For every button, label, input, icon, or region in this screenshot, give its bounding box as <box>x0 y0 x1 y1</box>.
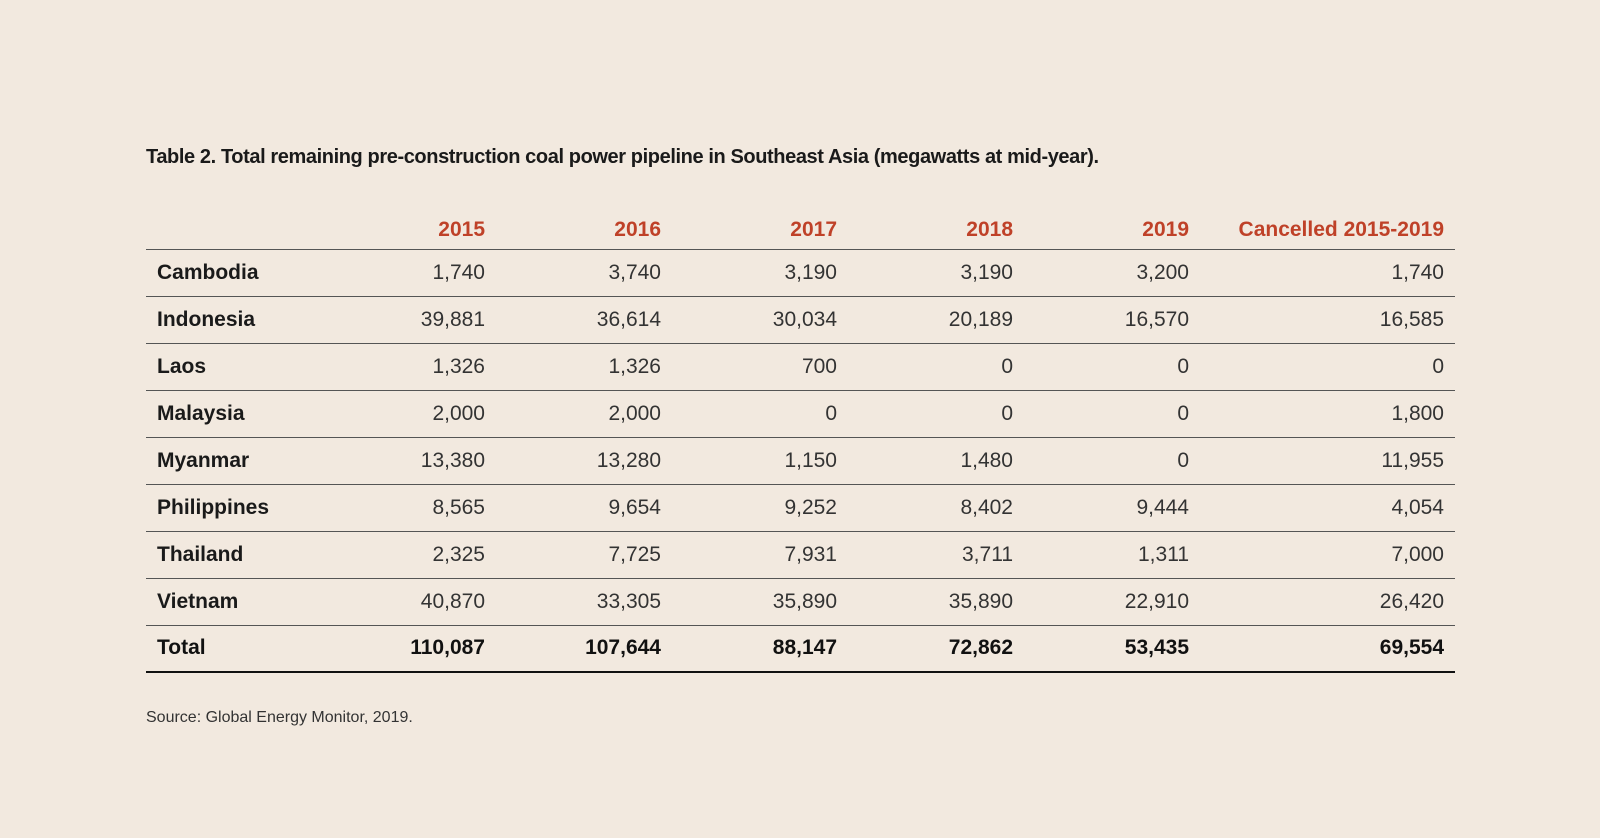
cell-value: 7,931 <box>672 531 848 579</box>
cell-value: 13,280 <box>496 437 672 485</box>
data-table: 2015 2016 2017 2018 2019 Cancelled 2015-2019 … <box>146 206 1455 673</box>
data-row: Laos 1,326 1,326 700 0 0 0 <box>146 343 1455 391</box>
cell-value: 107,644 <box>496 625 672 673</box>
cell-value: 1,800 <box>1200 390 1455 438</box>
row-label: Cambodia <box>146 249 321 297</box>
cell-value: 9,654 <box>496 484 672 532</box>
cell-value: 0 <box>1024 343 1200 391</box>
cell-value: 1,740 <box>1200 249 1455 297</box>
cell-value: 8,565 <box>321 484 496 532</box>
cell-value: 40,870 <box>321 578 496 626</box>
cell-value: 16,585 <box>1200 296 1455 344</box>
cell-value: 3,200 <box>1024 249 1200 297</box>
cell-value: 110,087 <box>321 625 496 673</box>
column-header: 2015 <box>321 206 496 250</box>
cell-value: 22,910 <box>1024 578 1200 626</box>
row-label: Malaysia <box>146 390 321 438</box>
cell-value: 0 <box>848 343 1024 391</box>
data-row: Thailand 2,325 7,725 7,931 3,711 1,311 7,000 <box>146 531 1455 579</box>
cell-value: 35,890 <box>672 578 848 626</box>
header-cell <box>146 206 321 250</box>
cell-value: 0 <box>1200 343 1455 391</box>
row-label: Laos <box>146 343 321 391</box>
cell-value: 3,740 <box>496 249 672 297</box>
data-row: Cambodia 1,740 3,740 3,190 3,190 3,200 1,740 <box>146 249 1455 297</box>
cell-value: 72,862 <box>848 625 1024 673</box>
column-header: 2016 <box>496 206 672 250</box>
cell-value: 2,000 <box>321 390 496 438</box>
row-label: Myanmar <box>146 437 321 485</box>
cell-value: 3,711 <box>848 531 1024 579</box>
data-row: Philippines 8,565 9,654 9,252 8,402 9,444 4,05… <box>146 484 1455 532</box>
header-row: 2015 2016 2017 2018 2019 Cancelled 2015-2019 <box>146 206 1455 250</box>
cell-value: 53,435 <box>1024 625 1200 673</box>
column-header: Cancelled 2015-2019 <box>1200 206 1455 250</box>
cell-value: 8,402 <box>848 484 1024 532</box>
column-header: 2017 <box>672 206 848 250</box>
row-label: Philippines <box>146 484 321 532</box>
data-row: Vietnam 40,870 33,305 35,890 35,890 22,910 26,… <box>146 578 1455 626</box>
cell-value: 35,890 <box>848 578 1024 626</box>
cell-value: 0 <box>1024 437 1200 485</box>
cell-value: 3,190 <box>672 249 848 297</box>
cell-value: 88,147 <box>672 625 848 673</box>
cell-value: 4,054 <box>1200 484 1455 532</box>
cell-value: 1,150 <box>672 437 848 485</box>
cell-value: 1,311 <box>1024 531 1200 579</box>
data-row: Malaysia 2,000 2,000 0 0 0 1,800 <box>146 390 1455 438</box>
cell-value: 39,881 <box>321 296 496 344</box>
cell-value: 16,570 <box>1024 296 1200 344</box>
cell-value: 3,190 <box>848 249 1024 297</box>
cell-value: 2,000 <box>496 390 672 438</box>
cell-value: 1,326 <box>321 343 496 391</box>
cell-value: 0 <box>1024 390 1200 438</box>
cell-value: 0 <box>672 390 848 438</box>
cell-value: 11,955 <box>1200 437 1455 485</box>
table-title: Table 2. Total remaining pre-constructio… <box>146 146 1099 168</box>
row-label: Indonesia <box>146 296 321 344</box>
source-note: Source: Global Energy Monitor, 2019. <box>146 709 413 726</box>
column-header: 2018 <box>848 206 1024 250</box>
cell-value: 1,326 <box>496 343 672 391</box>
row-label: Thailand <box>146 531 321 579</box>
cell-value: 7,725 <box>496 531 672 579</box>
cell-value: 9,444 <box>1024 484 1200 532</box>
total-row: Total 110,087 107,644 88,147 72,862 53,435 69,… <box>146 625 1455 673</box>
cell-value: 1,480 <box>848 437 1024 485</box>
row-label: Total <box>146 625 321 673</box>
table-body: Cambodia 1,740 3,740 3,190 3,190 3,200 1,740 In… <box>146 249 1455 673</box>
cell-value: 26,420 <box>1200 578 1455 626</box>
cell-value: 700 <box>672 343 848 391</box>
cell-value: 20,189 <box>848 296 1024 344</box>
cell-value: 9,252 <box>672 484 848 532</box>
data-row: Indonesia 39,881 36,614 30,034 20,189 16,570 1… <box>146 296 1455 344</box>
cell-value: 13,380 <box>321 437 496 485</box>
cell-value: 2,325 <box>321 531 496 579</box>
data-row: Myanmar 13,380 13,280 1,150 1,480 0 11,955 <box>146 437 1455 485</box>
cell-value: 0 <box>848 390 1024 438</box>
cell-value: 69,554 <box>1200 625 1455 673</box>
cell-value: 7,000 <box>1200 531 1455 579</box>
cell-value: 30,034 <box>672 296 848 344</box>
row-label: Vietnam <box>146 578 321 626</box>
column-header: 2019 <box>1024 206 1200 250</box>
cell-value: 1,740 <box>321 249 496 297</box>
cell-value: 36,614 <box>496 296 672 344</box>
cell-value: 33,305 <box>496 578 672 626</box>
